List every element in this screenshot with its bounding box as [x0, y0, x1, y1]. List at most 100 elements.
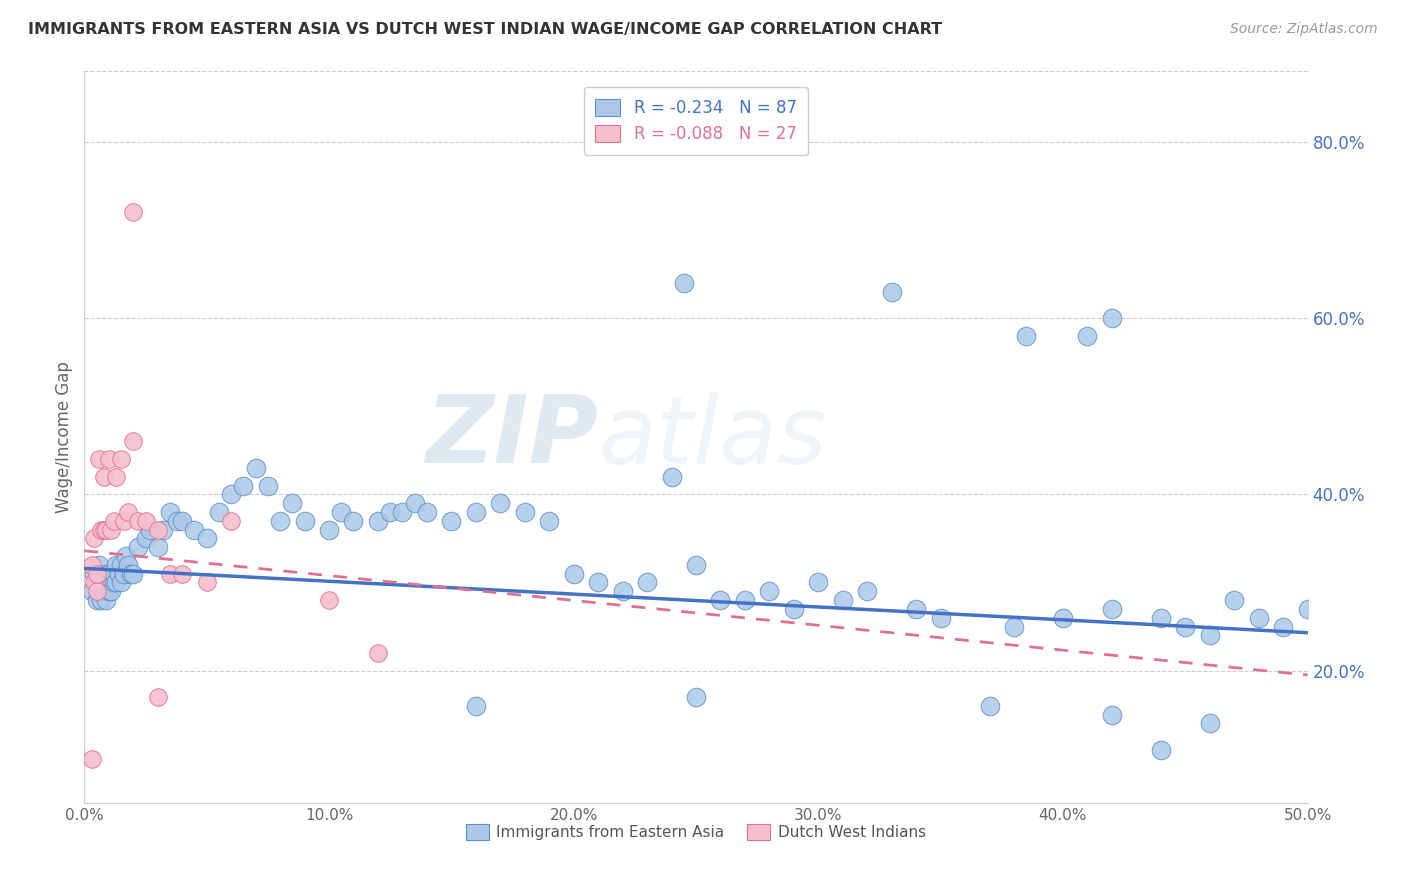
Point — [93, 584, 115, 599]
Point — [219, 487, 242, 501]
Point — [1150, 743, 1173, 757]
Point — [269, 514, 291, 528]
Point — [117, 558, 139, 572]
Point — [294, 514, 316, 528]
Y-axis label: Wage/Income Gap: Wage/Income Gap — [55, 361, 73, 513]
Point — [880, 285, 903, 299]
Point — [538, 514, 561, 528]
Point — [330, 505, 353, 519]
Point — [685, 558, 707, 572]
Point — [112, 566, 135, 581]
Point — [905, 602, 928, 616]
Text: atlas: atlas — [598, 392, 827, 483]
Point — [100, 523, 122, 537]
Point — [562, 566, 585, 581]
Point — [80, 558, 103, 572]
Point — [152, 523, 174, 537]
Point — [367, 514, 389, 528]
Point — [97, 452, 120, 467]
Text: Source: ZipAtlas.com: Source: ZipAtlas.com — [1230, 22, 1378, 37]
Point — [90, 523, 112, 537]
Point — [831, 593, 853, 607]
Point — [96, 566, 118, 581]
Point — [117, 505, 139, 519]
Point — [1174, 619, 1197, 633]
Text: ZIP: ZIP — [425, 391, 598, 483]
Point — [636, 575, 658, 590]
Point — [105, 558, 128, 572]
Point — [440, 514, 463, 528]
Point — [103, 575, 125, 590]
Point — [80, 752, 103, 766]
Point — [86, 566, 108, 581]
Point — [97, 584, 120, 599]
Point — [146, 540, 169, 554]
Point — [93, 575, 115, 590]
Point — [127, 540, 149, 554]
Point — [1101, 311, 1123, 326]
Point — [380, 505, 402, 519]
Point — [404, 496, 426, 510]
Point — [1002, 619, 1025, 633]
Point — [127, 514, 149, 528]
Point — [783, 602, 806, 616]
Point — [416, 505, 439, 519]
Legend: Immigrants from Eastern Asia, Dutch West Indians: Immigrants from Eastern Asia, Dutch West… — [460, 818, 932, 847]
Point — [612, 584, 634, 599]
Point — [159, 566, 181, 581]
Point — [232, 478, 254, 492]
Point — [166, 514, 188, 528]
Point — [1052, 611, 1074, 625]
Point — [1101, 707, 1123, 722]
Point — [83, 532, 105, 546]
Point — [135, 532, 157, 546]
Point — [1198, 628, 1220, 642]
Point — [110, 575, 132, 590]
Point — [464, 698, 486, 713]
Point — [195, 575, 218, 590]
Point — [281, 496, 304, 510]
Point — [105, 575, 128, 590]
Point — [172, 566, 194, 581]
Point — [257, 478, 280, 492]
Point — [139, 523, 162, 537]
Point — [80, 584, 103, 599]
Point — [1272, 619, 1295, 633]
Point — [1296, 602, 1319, 616]
Point — [87, 452, 110, 467]
Point — [96, 523, 118, 537]
Point — [97, 566, 120, 581]
Point — [135, 514, 157, 528]
Point — [1150, 611, 1173, 625]
Point — [90, 593, 112, 607]
Point — [105, 469, 128, 483]
Point — [318, 523, 340, 537]
Point — [586, 575, 609, 590]
Point — [318, 593, 340, 607]
Point — [112, 514, 135, 528]
Point — [489, 496, 512, 510]
Point — [1198, 716, 1220, 731]
Point — [734, 593, 756, 607]
Point — [146, 690, 169, 704]
Point — [219, 514, 242, 528]
Point — [1101, 602, 1123, 616]
Point — [87, 558, 110, 572]
Point — [93, 523, 115, 537]
Point — [1076, 328, 1098, 343]
Point — [107, 566, 129, 581]
Point — [86, 584, 108, 599]
Point — [513, 505, 536, 519]
Point — [97, 575, 120, 590]
Point — [83, 575, 105, 590]
Point — [672, 276, 695, 290]
Point — [100, 575, 122, 590]
Point — [979, 698, 1001, 713]
Point — [159, 505, 181, 519]
Point — [103, 514, 125, 528]
Point — [86, 575, 108, 590]
Point — [342, 514, 364, 528]
Point — [245, 461, 267, 475]
Point — [96, 593, 118, 607]
Point — [758, 584, 780, 599]
